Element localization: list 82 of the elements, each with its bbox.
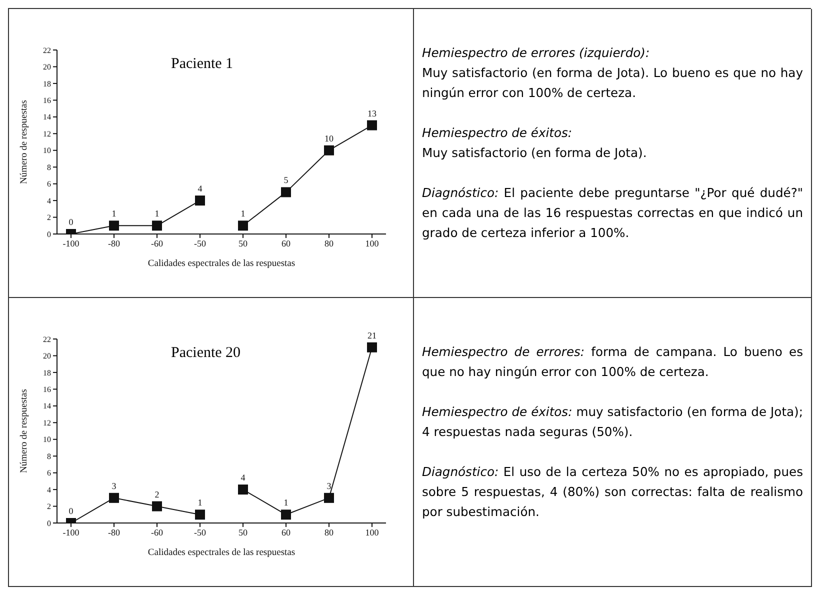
y-axis-title: Número de respuestas bbox=[19, 100, 30, 184]
y-tick-label: 4 bbox=[47, 196, 51, 206]
point bbox=[324, 145, 334, 156]
point bbox=[238, 220, 248, 231]
y-tick-label: 4 bbox=[47, 485, 51, 494]
x-tick-label: 60 bbox=[282, 238, 291, 248]
x-tick-label: 50 bbox=[238, 238, 248, 248]
x-tick-label: -60 bbox=[151, 238, 164, 248]
x-tick-label: -60 bbox=[151, 527, 164, 538]
y-tick-label: 14 bbox=[43, 112, 51, 122]
data-label: 1 bbox=[240, 208, 246, 219]
x-tick-label: 50 bbox=[238, 527, 248, 538]
point bbox=[367, 120, 377, 130]
y-tick-label: 0 bbox=[47, 230, 51, 239]
y-axis-title: Número de respuestas bbox=[19, 388, 30, 473]
y-tick-label: 16 bbox=[43, 96, 51, 106]
data-label: 21 bbox=[368, 330, 376, 340]
x-tick-label: -100 bbox=[62, 527, 80, 538]
x-tick-label: -80 bbox=[108, 527, 120, 538]
y-tick-label: 20 bbox=[43, 62, 51, 72]
y-tick-label: 6 bbox=[47, 468, 51, 478]
data-label: 4 bbox=[240, 472, 246, 483]
point bbox=[152, 501, 162, 512]
x-axis-title: Calidades espectrales de las respuestas bbox=[148, 259, 296, 269]
text: Diagnóstico: El uso de la certeza 50% no es apropiado, pues sobre 5 respuestas, 4 (80%) son correctas: falta de realismo por subestimación. bbox=[422, 465, 803, 519]
chart-title: Paciente 1 bbox=[171, 56, 234, 73]
data-label: 3 bbox=[112, 480, 117, 491]
y-tick-label: 8 bbox=[47, 452, 51, 461]
x-tick-label: 80 bbox=[324, 238, 334, 248]
y-tick-label: 8 bbox=[47, 162, 51, 172]
text: Hemiespectro de éxitos: muy satisfactorio (en forma de Jota); 4 respuestas nada seguras (50%). bbox=[422, 405, 803, 439]
y-tick-label: 22 bbox=[43, 334, 51, 344]
data-label: 1 bbox=[112, 208, 116, 219]
x-tick-label: -80 bbox=[108, 238, 120, 248]
point bbox=[109, 492, 119, 503]
y-tick-label: 20 bbox=[43, 352, 51, 361]
text: Hemiespectro de errores (izquierdo): Muy satisfactorio (en forma de Jota). Lo bueno es que no hay ningún error con 100% de certeza. bbox=[422, 46, 803, 100]
point bbox=[238, 484, 248, 495]
point bbox=[195, 196, 205, 206]
text: Hemiespectro de errores: forma de campana. Lo bueno es que no hay ningún error con 100% de certeza. bbox=[422, 345, 803, 379]
y-tick-label: 10 bbox=[43, 435, 51, 444]
point bbox=[109, 220, 119, 231]
point bbox=[281, 187, 291, 198]
y-tick-label: 12 bbox=[43, 129, 51, 138]
data-label: 1 bbox=[198, 498, 202, 508]
y-tick-label: 12 bbox=[43, 418, 51, 428]
data-label: 2 bbox=[154, 489, 160, 500]
y-tick-label: 18 bbox=[43, 368, 51, 378]
chart-title: Paciente 20 bbox=[171, 345, 241, 362]
y-tick-label: 16 bbox=[43, 385, 51, 394]
text: Diagnóstico: El paciente debe preguntarse "¿Por qué dudé?" en cada una de las 16 respuestas correctas en que indicó un grado de certeza inferior a 100%. bbox=[422, 186, 803, 240]
y-tick-label: 2 bbox=[47, 502, 51, 512]
data-label: 4 bbox=[198, 184, 203, 194]
text: Hemiespectro de éxitos: Muy satisfactorio (en forma de Jota). bbox=[422, 126, 647, 160]
y-tick-label: 0 bbox=[47, 518, 51, 528]
x-tick-label: -50 bbox=[194, 527, 206, 538]
point bbox=[367, 342, 377, 352]
data-label: 0 bbox=[68, 217, 74, 227]
y-tick-label: 14 bbox=[43, 402, 51, 411]
point bbox=[152, 220, 162, 231]
x-tick-label: -100 bbox=[62, 238, 80, 248]
data-label: 13 bbox=[368, 108, 377, 118]
data-label: 0 bbox=[68, 506, 74, 516]
y-tick-label: 6 bbox=[47, 180, 51, 189]
data-label: 5 bbox=[284, 175, 289, 186]
point bbox=[281, 510, 291, 520]
data-label: 1 bbox=[154, 208, 160, 219]
x-tick-label: 100 bbox=[365, 527, 380, 538]
x-axis-title: Calidades espectrales de las respuestas bbox=[148, 548, 296, 558]
y-tick-label: 18 bbox=[43, 79, 51, 88]
x-tick-label: 80 bbox=[324, 527, 334, 538]
point bbox=[195, 510, 205, 520]
x-tick-label: 60 bbox=[282, 527, 291, 538]
point bbox=[324, 492, 334, 503]
y-tick-label: 10 bbox=[43, 146, 51, 156]
y-tick-label: 2 bbox=[47, 213, 51, 222]
data-label: 1 bbox=[284, 498, 288, 508]
data-label: 3 bbox=[326, 480, 332, 491]
y-tick-label: 22 bbox=[43, 46, 51, 55]
x-tick-label: 100 bbox=[365, 238, 380, 248]
data-label: 10 bbox=[324, 133, 334, 144]
x-tick-label: -50 bbox=[194, 238, 206, 248]
